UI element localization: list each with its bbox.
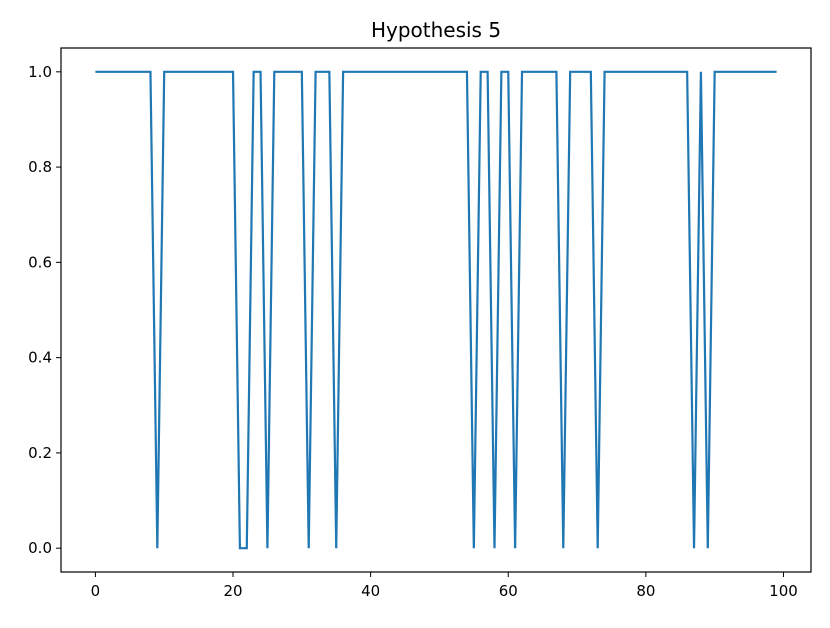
y-tick-label: 0.4 [28, 349, 52, 367]
y-tick-label: 0.8 [28, 158, 52, 176]
y-axis: 0.0 0.2 0.4 0.6 0.8 1.0 [28, 63, 61, 557]
x-tick-label: 60 [499, 582, 518, 600]
x-axis: 0 20 40 60 80 100 [91, 572, 798, 600]
x-tick-label: 40 [361, 582, 380, 600]
y-tick-label: 0.6 [28, 253, 52, 271]
x-tick-label: 20 [223, 582, 242, 600]
series-layer [95, 70, 777, 550]
chart-title: Hypothesis 5 [371, 18, 501, 42]
x-tick-label: 100 [769, 582, 798, 600]
y-tick-label: 1.0 [28, 63, 52, 81]
x-tick-label: 0 [91, 582, 101, 600]
plot-area-frame [60, 47, 812, 573]
x-tick-label: 80 [636, 582, 655, 600]
y-tick-label: 0.0 [28, 539, 52, 557]
y-tick-label: 0.2 [28, 444, 52, 462]
series-line-0 [95, 70, 777, 550]
